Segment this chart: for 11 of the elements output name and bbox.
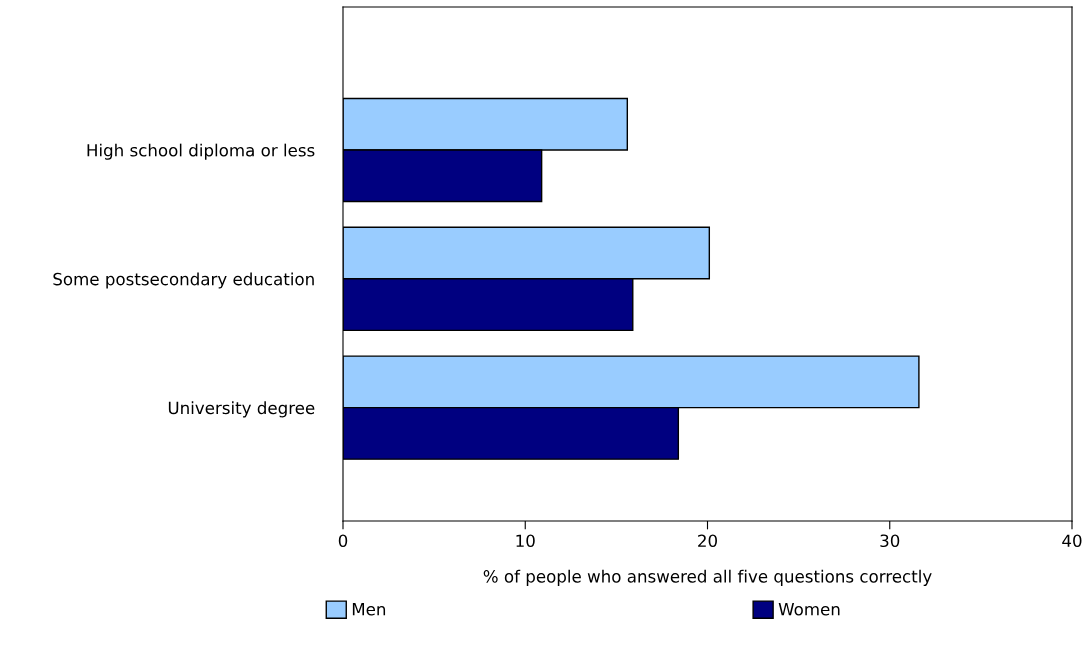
x-tick-label: 30	[880, 534, 900, 548]
x-tick-label: 10	[516, 534, 535, 548]
x-tick-label: 40	[1062, 534, 1082, 548]
x-axis-title: % of people who answered all five questions correctly	[483, 569, 932, 586]
x-tick-label: 20	[698, 534, 717, 548]
y-tick-label: High school diploma or less	[87, 143, 315, 160]
legend-label: Men	[352, 603, 386, 616]
y-tick-label: Some postsecondary education	[53, 272, 314, 289]
y-tick-label: University degree	[168, 401, 315, 418]
legend-label: Women	[778, 603, 840, 616]
x-tick-label: 0	[338, 534, 348, 548]
